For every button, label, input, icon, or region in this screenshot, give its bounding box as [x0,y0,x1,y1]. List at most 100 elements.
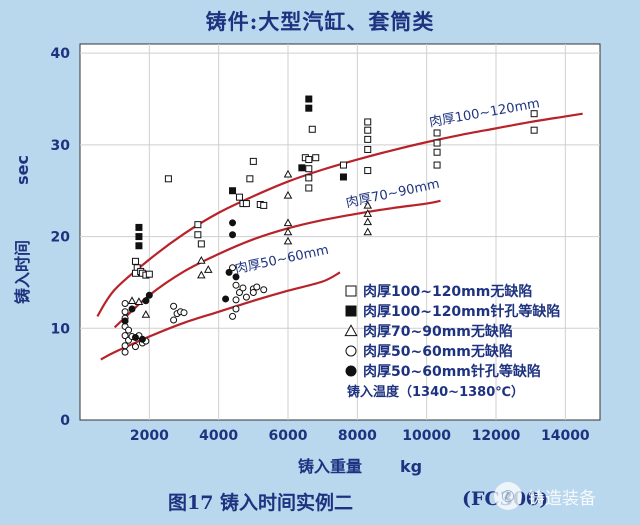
data-point-triangle [363,217,373,226]
legend-entry: 肉厚100~120mm针孔等缺陷 [363,303,560,320]
data-point-square [135,223,143,231]
watermark-text: 铸造装备 [528,488,596,509]
y-tick-label: 30 [51,138,71,154]
data-point-circle [170,302,178,310]
data-point-square [305,95,313,103]
data-point-circle [239,284,247,292]
data-point-triangle [283,169,293,178]
data-point-circle [121,308,129,316]
data-point-circle [229,231,237,239]
data-point-circle [131,343,139,351]
y-tick-label: 20 [51,230,71,246]
data-point-triangle [363,227,373,236]
data-point-circle [121,348,129,356]
data-point-circle [345,365,357,377]
data-point-circle [242,293,250,301]
legend-entry: 肉厚50~60mm针孔等缺陷 [363,363,541,380]
data-point-triangle [203,265,213,273]
data-point-triangle [197,255,206,264]
grid [80,44,600,420]
data-point-square [305,174,313,182]
x-axis-unit: kg [400,457,422,476]
legend-entry: 肉厚70~90mm无缺陷 [363,323,513,340]
page-title: 铸件:大型汽缸、套筒类 [205,9,435,34]
data-point-circle [121,342,129,350]
data-point-square [433,148,441,156]
legend-entry: 肉厚100~120mm无缺陷 [363,283,532,300]
data-point-square [194,221,202,229]
data-point-square [530,126,538,134]
y-axis-label: 铸入时间 [13,240,32,304]
data-point-circle [170,316,178,324]
data-point-square [242,200,250,208]
data-point-circle [229,312,237,320]
y-axis-unit: sec [13,155,32,185]
plot-area [79,43,601,421]
data-point-triangle [283,190,293,199]
data-point-circle [125,326,133,334]
data-point-square [135,233,143,241]
data-point-square [246,175,254,183]
data-point-square [194,231,202,239]
data-point-square [339,161,347,169]
data-point-square [364,167,372,175]
data-point-circle [145,291,153,299]
data-point-square [345,285,357,297]
data-point-circle [121,300,129,308]
data-point-triangle [363,200,373,209]
data-point-square [197,240,205,248]
data-point-square [305,104,313,112]
data-point-triangle [283,236,293,245]
legend-entry: 肉厚50~60mm无缺陷 [363,343,513,360]
data-point-circle [232,305,240,313]
data-point-square [305,156,313,164]
data-point-circle [128,305,136,313]
x-tick-label: 10000 [402,428,451,444]
x-tick-label: 14000 [541,428,590,444]
data-point-square [364,126,372,134]
data-point-circle [232,296,240,304]
data-point-square [364,118,372,126]
data-point-triangle [363,209,373,217]
data-point-square [312,154,320,162]
data-point-triangle [344,324,358,337]
figure-caption: 图17 铸入时间实例二 [168,492,354,514]
data-point-circle [249,289,257,297]
data-point-square [135,242,143,250]
data-point-square [339,173,347,181]
x-tick-label: 12000 [472,428,521,444]
data-point-circle [232,273,240,281]
data-point-circle [225,268,233,276]
x-tick-labels: 2000 4000 6000 8000 10000 12000 14000 [130,428,590,444]
data-point-square [249,157,257,165]
data-point-square [145,270,153,278]
data-point-circle [232,281,240,289]
y-tick-label: 40 [51,46,71,62]
data-point-circle [142,297,150,305]
y-tick-label: 10 [51,321,71,337]
x-tick-label: 6000 [269,428,308,444]
data-point-square [308,125,316,133]
data-point-circle [138,335,146,343]
x-axis-label: 铸入重量 [298,457,362,476]
data-point-square [131,257,139,265]
data-point-circle [260,286,268,294]
y-tick-label: 0 [60,413,70,429]
data-point-square [235,193,243,201]
data-point-square [433,139,441,147]
data-point-square [164,175,172,183]
data-point-circle [121,332,129,340]
x-tick-label: 8000 [338,428,377,444]
data-point-square [345,305,357,317]
data-point-circle [235,289,243,297]
data-point-triangle [141,310,151,318]
data-point-square [298,164,306,172]
data-point-circle [253,283,261,291]
wechat-icon: ✆ [494,482,522,510]
data-point-square [433,161,441,169]
data-point-triangle [197,270,206,279]
data-point-circle [229,264,237,272]
data-point-square [229,187,237,195]
data-point-square [530,110,538,118]
data-markers [121,95,538,356]
